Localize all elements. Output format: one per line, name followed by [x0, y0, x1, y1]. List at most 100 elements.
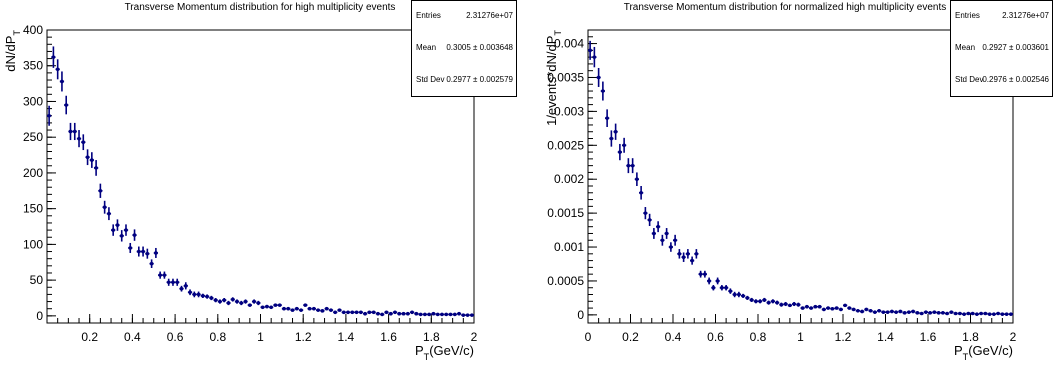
- data-point: [707, 277, 712, 285]
- data-marker: [175, 280, 180, 285]
- data-point: [898, 309, 903, 314]
- data-marker: [60, 79, 64, 84]
- data-marker: [320, 309, 325, 313]
- data-marker: [809, 306, 813, 310]
- data-marker: [171, 280, 175, 285]
- data-point: [388, 311, 393, 316]
- data-point: [656, 221, 661, 233]
- stats-box-frame: [950, 0, 1053, 97]
- data-point: [923, 310, 928, 314]
- x-tick-label: 2: [1010, 330, 1017, 344]
- data-point: [911, 309, 916, 314]
- data-point: [175, 278, 180, 286]
- data-marker: [282, 306, 286, 311]
- data-marker: [457, 311, 461, 316]
- data-point: [286, 306, 291, 311]
- data-point: [384, 310, 389, 315]
- data-point: [153, 247, 159, 258]
- y-tick-label: 0.0005: [547, 274, 584, 288]
- data-point: [698, 270, 703, 278]
- data-marker: [354, 310, 359, 315]
- y-tick-label: 100: [23, 237, 43, 251]
- stats-box: Entries 2.31276e+07 Mean 0.3005 ± 0.003648 S…: [411, 0, 517, 97]
- x-tick-label: 1.4: [338, 330, 355, 344]
- plot-frame: [46, 29, 475, 324]
- data-point: [439, 312, 445, 317]
- data-point: [392, 310, 398, 315]
- data-point: [337, 308, 342, 312]
- data-marker: [269, 305, 273, 310]
- data-marker: [201, 294, 205, 298]
- data-marker: [324, 306, 329, 311]
- data-marker: [932, 310, 937, 314]
- stats-box-frame: [411, 0, 517, 97]
- data-marker: [681, 255, 686, 260]
- data-point: [427, 312, 432, 317]
- data-point: [928, 311, 933, 315]
- data-point: [226, 300, 231, 306]
- data-point: [868, 308, 873, 313]
- data-marker: [299, 308, 303, 312]
- data-point: [1000, 312, 1005, 316]
- data-marker: [783, 302, 788, 306]
- data-point: [204, 294, 210, 299]
- stats-value-entries: 2.31276e+07: [1002, 11, 1049, 20]
- data-marker: [868, 308, 873, 313]
- data-marker: [788, 303, 792, 308]
- data-point: [664, 228, 669, 239]
- data-marker: [728, 289, 733, 293]
- data-marker: [218, 299, 222, 304]
- data-point: [690, 256, 695, 265]
- data-point: [294, 306, 299, 311]
- data-marker: [376, 311, 380, 316]
- stats-label-entries: Entries: [416, 11, 441, 20]
- stats-value-std: 0.2977 ± 0.002579: [446, 75, 513, 84]
- data-point: [830, 306, 835, 311]
- y-tick-label: 350: [23, 59, 43, 73]
- data-point: [230, 297, 235, 302]
- data-point: [298, 308, 304, 312]
- data-point: [792, 301, 797, 307]
- y-tick-label: 0.0035: [547, 70, 584, 84]
- data-point: [401, 311, 406, 316]
- data-marker: [626, 163, 631, 168]
- data-point: [192, 291, 197, 298]
- data-point: [617, 143, 622, 161]
- data-point: [371, 310, 376, 315]
- data-marker: [983, 311, 988, 316]
- data-marker: [265, 304, 269, 309]
- data-marker: [183, 284, 188, 288]
- data-marker: [380, 312, 384, 317]
- data-point: [592, 46, 597, 68]
- data-point: [418, 312, 423, 317]
- stats-label-mean: Mean: [416, 43, 436, 52]
- data-point: [932, 310, 937, 314]
- y-tick-label: 0.002: [554, 172, 584, 186]
- data-point: [239, 300, 244, 306]
- data-point: [51, 46, 56, 68]
- data-point: [668, 242, 673, 252]
- x-tick-label: 1: [797, 330, 804, 344]
- data-point: [936, 311, 941, 315]
- data-point: [728, 288, 733, 294]
- data-marker: [1000, 312, 1005, 316]
- data-point: [630, 158, 635, 174]
- data-marker: [312, 306, 316, 311]
- data-point: [600, 81, 605, 101]
- data-point: [277, 303, 282, 307]
- y-tick-label: 250: [23, 130, 43, 144]
- data-marker: [737, 292, 741, 297]
- data-marker: [851, 307, 856, 312]
- y-tick-label: 300: [23, 94, 43, 108]
- data-point: [741, 293, 746, 298]
- data-marker: [102, 205, 107, 210]
- data-marker: [81, 140, 86, 144]
- data-marker: [605, 116, 609, 120]
- data-point: [68, 122, 73, 141]
- x-tick-label: 0.6: [167, 330, 184, 344]
- data-marker: [941, 311, 945, 315]
- data-point: [889, 309, 894, 314]
- data-point: [465, 313, 470, 317]
- data-point: [89, 152, 94, 168]
- data-point: [613, 123, 618, 140]
